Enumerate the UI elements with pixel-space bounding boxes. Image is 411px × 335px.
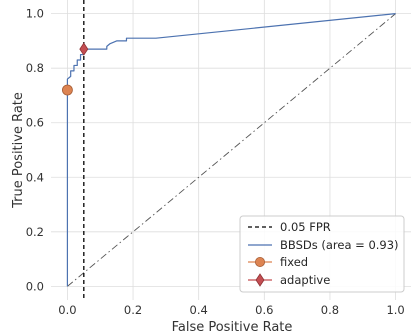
y-tick-label: 0.8 bbox=[26, 61, 44, 75]
legend-bbsds-label: BBSDs (area = 0.93) bbox=[280, 238, 399, 252]
y-tick-label: 0.0 bbox=[26, 279, 44, 293]
y-tick-label: 0.2 bbox=[26, 225, 44, 239]
x-tick-label: 0.2 bbox=[124, 303, 142, 317]
legend-fpr-label: 0.05 FPR bbox=[280, 220, 331, 234]
x-tick-label: 0.8 bbox=[321, 303, 339, 317]
x-tick-label: 0.4 bbox=[190, 303, 208, 317]
x-tick-labels: 0.0 0.2 0.4 0.6 0.8 1.0 bbox=[58, 303, 404, 317]
roc-curve-line bbox=[66, 13, 396, 287]
legend-adaptive-marker bbox=[255, 273, 265, 287]
y-tick-label: 1.0 bbox=[26, 7, 44, 21]
y-tick-label: 0.6 bbox=[26, 116, 44, 130]
fixed-point-marker bbox=[62, 84, 73, 96]
legend-fixed-marker bbox=[254, 256, 265, 267]
y-axis-label: True Positive Rate bbox=[11, 92, 26, 209]
legend-box bbox=[239, 215, 405, 293]
legend-fixed-label: fixed bbox=[280, 255, 308, 269]
x-tick-label: 0.0 bbox=[58, 303, 76, 317]
series-layer bbox=[62, 0, 396, 300]
x-tick-label: 1.0 bbox=[386, 303, 404, 317]
adaptive-point-marker bbox=[79, 42, 89, 56]
grid bbox=[51, 0, 411, 300]
x-tick-label: 0.6 bbox=[255, 303, 273, 317]
legend-adaptive-label: adaptive bbox=[280, 273, 330, 287]
chance-diagonal-line bbox=[67, 13, 396, 287]
x-axis-label: False Positive Rate bbox=[172, 320, 293, 335]
y-tick-labels: 0.0 0.2 0.4 0.6 0.8 1.0 bbox=[26, 7, 44, 294]
y-tick-label: 0.4 bbox=[26, 170, 44, 184]
legend: 0.05 FPR BBSDs (area = 0.93) fixed adapt… bbox=[239, 215, 405, 293]
